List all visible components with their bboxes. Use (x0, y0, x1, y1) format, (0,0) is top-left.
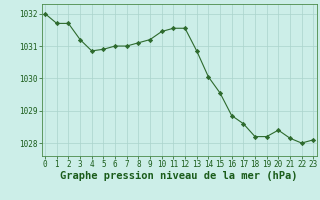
X-axis label: Graphe pression niveau de la mer (hPa): Graphe pression niveau de la mer (hPa) (60, 171, 298, 181)
